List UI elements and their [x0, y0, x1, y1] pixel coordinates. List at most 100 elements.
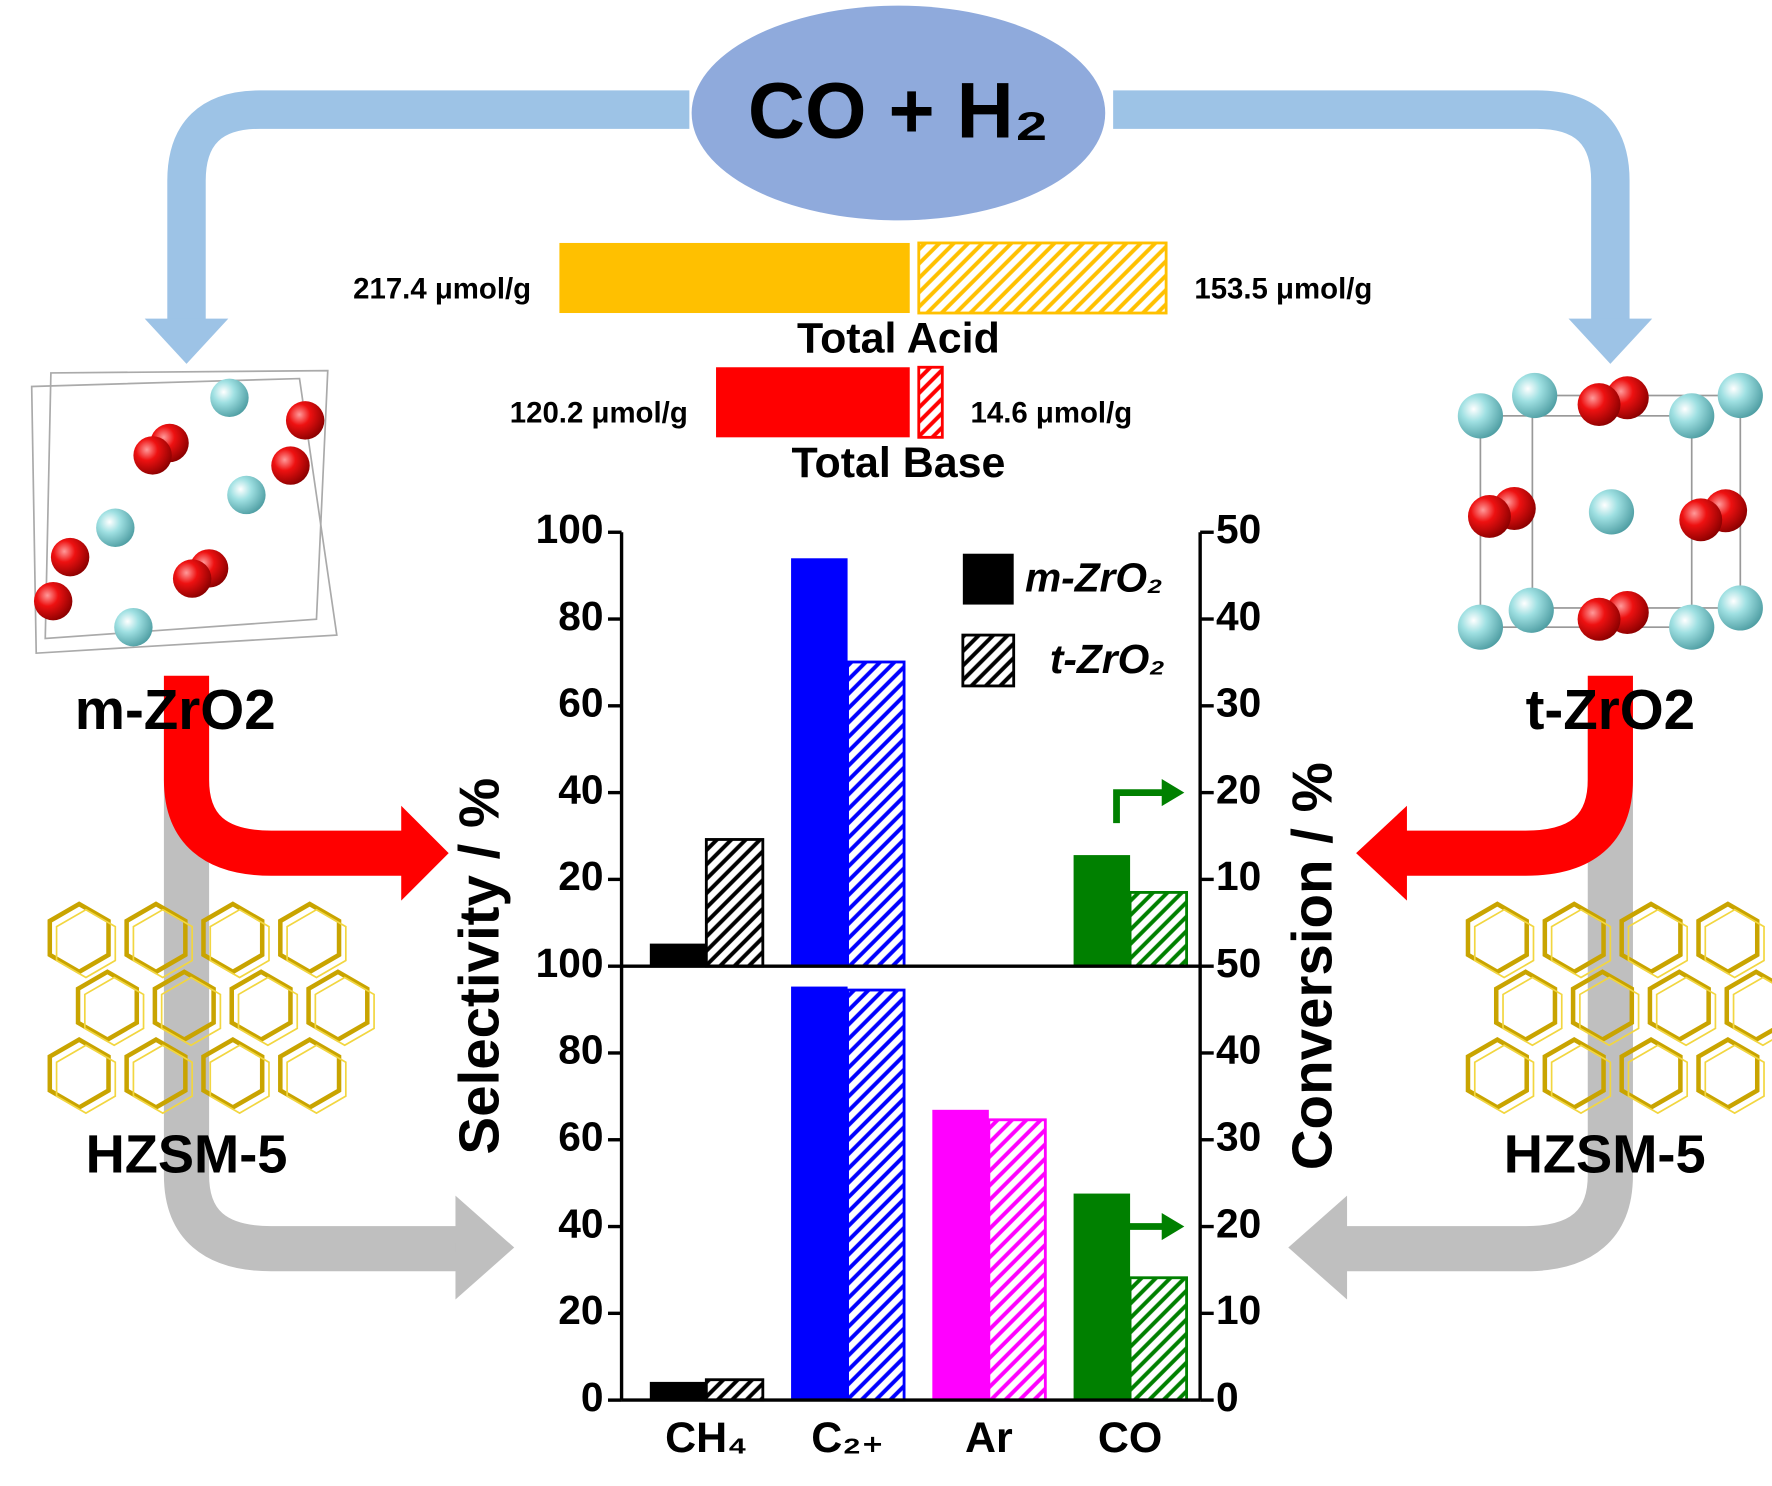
y-tick-label: 40	[558, 1200, 603, 1246]
legend-label: t-ZrO₂	[1050, 636, 1165, 682]
legend-label: m-ZrO₂	[1025, 555, 1163, 601]
zeolite-ring	[1724, 969, 1772, 1043]
zeolite-ring	[124, 901, 188, 975]
bar	[1128, 1276, 1189, 1402]
y2-axis-title: Conversion / %	[1280, 762, 1343, 1170]
zeolite-ring	[286, 908, 347, 979]
red-arrow-head	[401, 805, 449, 901]
bar	[846, 988, 906, 1402]
y2-tick-label: 10	[1216, 1287, 1261, 1333]
red-arrow-head	[1356, 805, 1407, 901]
bar	[704, 1378, 765, 1402]
zeolite-ring	[1732, 976, 1772, 1047]
y2-tick-label: 20	[1216, 1200, 1261, 1246]
zeolite-ring	[306, 969, 370, 1043]
blue-arrows	[167, 90, 1630, 323]
axis-indicator-arrow	[1113, 1223, 1164, 1258]
zeolite-ring	[1579, 976, 1640, 1047]
blue-arrow-head	[144, 318, 229, 364]
zeolite-ring	[201, 1037, 265, 1111]
y-tick-label: 20	[558, 1287, 603, 1333]
zeolite-ring	[124, 1037, 188, 1111]
zeolite-ring	[1542, 901, 1606, 975]
zeolite-ring	[1619, 901, 1683, 975]
category-label: Total Acid	[797, 315, 1000, 363]
zeolite-ring	[1570, 969, 1635, 1043]
zeolite-ring	[1493, 969, 1558, 1043]
axis-indicator-arrow	[1113, 789, 1164, 824]
y2-tick-label: 30	[1216, 1114, 1261, 1160]
axis-indicator-head	[1161, 779, 1185, 807]
value-label: 217.4 μmol/g	[353, 272, 531, 305]
zeolite-label: HZSM-5	[1504, 1125, 1706, 1185]
zeolite-ring	[1619, 1037, 1683, 1111]
bar	[917, 241, 1168, 315]
zeolite-ring	[1502, 976, 1563, 1047]
zeolite-ring	[1655, 976, 1717, 1047]
axis-indicator-head	[1161, 1212, 1185, 1241]
zeolite-ring	[1550, 1044, 1612, 1115]
x-tick-label: C₂₊	[811, 1414, 884, 1462]
zeolite-ring	[83, 976, 145, 1047]
zeolite-ring	[132, 1044, 193, 1115]
legend-swatch	[962, 553, 1014, 605]
legend-swatch	[961, 633, 1016, 688]
zeolite-ring	[278, 901, 342, 975]
bar	[846, 660, 906, 968]
gray-arrow-head	[455, 1195, 515, 1300]
category-label: Total Base	[791, 439, 1005, 487]
zeolite-ring	[1627, 908, 1689, 979]
gray-arrows	[163, 723, 1633, 1272]
bar	[791, 986, 848, 1401]
y-tick-label: 80	[558, 593, 603, 639]
zeolite-ring	[1473, 908, 1535, 979]
x-tick-label: CH₄	[665, 1414, 747, 1462]
bar	[704, 838, 765, 968]
reactant-ellipse	[691, 5, 1106, 221]
y-tick-label: 80	[558, 1027, 603, 1073]
blue-arrow-head	[1568, 318, 1653, 364]
y-tick-label: 20	[558, 853, 603, 899]
zeolite-ring	[237, 976, 299, 1047]
zeolite-ring	[209, 908, 270, 979]
zeolite-ring	[1647, 969, 1711, 1043]
y-axis-title: Selectivity / %	[448, 778, 511, 1155]
x-tick-label: Ar	[965, 1414, 1013, 1462]
y-tick-label: 40	[558, 766, 603, 812]
m-zro2-structure	[30, 369, 338, 655]
zeolite-ring	[229, 969, 293, 1043]
gray-arrow-head	[1288, 1195, 1348, 1300]
zeolite-ring	[47, 901, 111, 975]
y2-tick-label: 50	[1216, 506, 1261, 552]
y2-tick-label: 10	[1216, 853, 1261, 899]
y2-tick-label: 40	[1216, 593, 1261, 639]
reactant-label: CO + H₂	[748, 65, 1049, 154]
y-tick-label: 0	[581, 1374, 604, 1420]
bar	[649, 1381, 707, 1401]
bar	[917, 365, 944, 439]
zeolite-ring	[1465, 1037, 1529, 1111]
bar	[791, 558, 848, 967]
value-label: 14.6 μmol/g	[971, 397, 1133, 430]
zeolite-ring	[209, 1044, 270, 1115]
zeolite-ring	[75, 969, 140, 1043]
zeolite-ring	[278, 1037, 342, 1111]
bar	[987, 1118, 1047, 1402]
zeolite-ring	[160, 976, 222, 1047]
zeolite-ring	[201, 901, 265, 975]
y2-tick-label: 50	[1216, 940, 1261, 986]
bar	[559, 242, 910, 314]
zeolite-ring	[1627, 1044, 1689, 1115]
y2-tick-label: 20	[1216, 766, 1261, 812]
zeolite-ring	[1704, 1044, 1765, 1115]
y-tick-label: 60	[558, 680, 603, 726]
zeolite-ring	[1542, 1037, 1606, 1111]
y2-tick-label: 0	[1216, 1374, 1239, 1420]
t-zro2-structure	[1457, 372, 1763, 650]
bar	[1073, 855, 1131, 967]
zeolite-ring	[314, 976, 375, 1047]
zeolite-framework	[47, 901, 1772, 1115]
zeolite-ring	[1473, 1044, 1535, 1115]
zeolite-ring	[1696, 1037, 1760, 1111]
